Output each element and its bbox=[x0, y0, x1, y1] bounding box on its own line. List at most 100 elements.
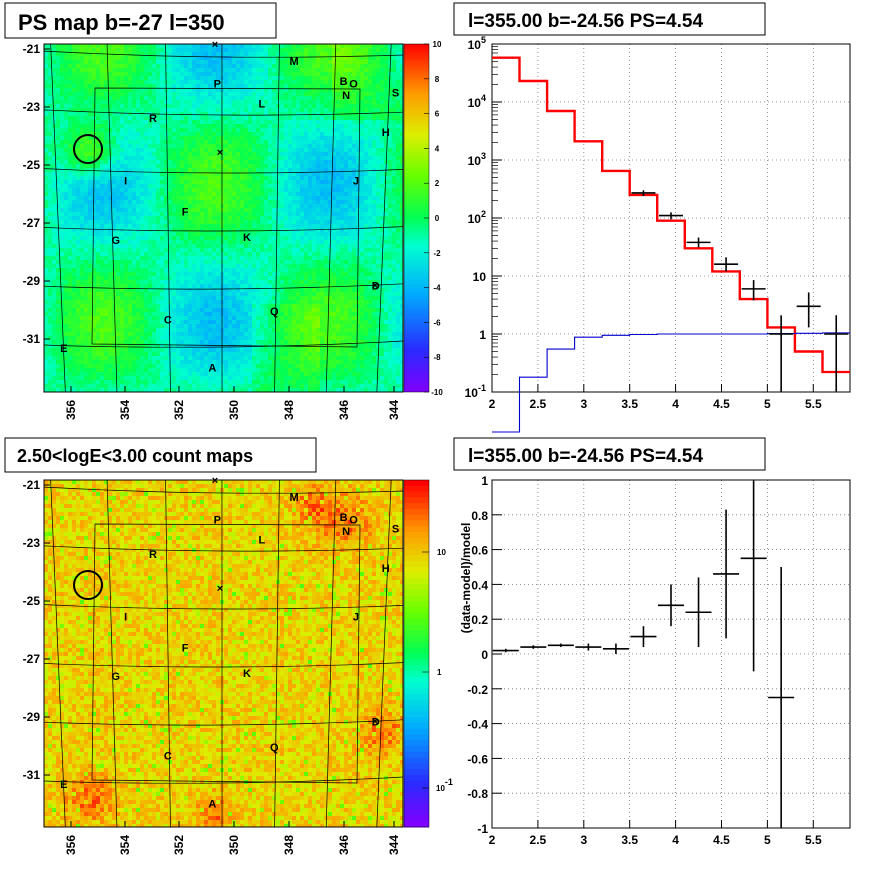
heatmap-cell bbox=[380, 128, 384, 132]
heatmap-cell bbox=[104, 144, 108, 148]
heatmap-cell bbox=[132, 180, 136, 184]
heatmap-cell bbox=[348, 92, 352, 96]
heatmap-cell bbox=[368, 168, 372, 172]
heatmap-cell bbox=[148, 208, 152, 212]
heatmap-cell bbox=[68, 200, 72, 204]
heatmap-cell bbox=[120, 220, 124, 224]
heatmap-cell bbox=[88, 88, 92, 92]
heatmap-cell bbox=[136, 92, 140, 96]
heatmap-cell bbox=[184, 196, 188, 200]
heatmap-cell bbox=[304, 252, 308, 256]
heatmap-cell bbox=[380, 52, 384, 56]
heatmap-cell bbox=[324, 212, 328, 216]
heatmap-cell bbox=[232, 100, 236, 104]
heatmap-cell bbox=[384, 84, 388, 88]
heatmap-cell bbox=[136, 132, 140, 136]
heatmap-cell bbox=[140, 160, 144, 164]
heatmap-cell bbox=[300, 208, 304, 212]
heatmap-cell bbox=[192, 52, 196, 56]
heatmap-cell bbox=[372, 172, 376, 176]
heatmap-cell bbox=[208, 240, 212, 244]
heatmap-cell bbox=[204, 48, 208, 52]
heatmap-cell bbox=[316, 132, 320, 136]
heatmap-cell bbox=[96, 148, 100, 152]
heatmap-cell bbox=[236, 212, 240, 216]
heatmap-cell bbox=[364, 64, 368, 68]
heatmap-cell bbox=[92, 60, 96, 64]
heatmap-cell bbox=[216, 236, 220, 240]
heatmap-cell bbox=[52, 72, 56, 76]
heatmap-cell bbox=[372, 208, 376, 212]
heatmap-cell bbox=[132, 152, 136, 156]
heatmap-cell bbox=[384, 52, 388, 56]
heatmap-cell bbox=[112, 224, 116, 228]
heatmap-cell bbox=[196, 92, 200, 96]
heatmap-cell bbox=[288, 76, 292, 80]
heatmap-cell bbox=[44, 112, 48, 116]
heatmap-cell bbox=[272, 48, 276, 52]
heatmap-cell bbox=[224, 140, 228, 144]
heatmap-cell bbox=[256, 76, 260, 80]
heatmap-cell bbox=[304, 96, 308, 100]
heatmap-cell bbox=[140, 132, 144, 136]
heatmap-cell bbox=[136, 188, 140, 192]
heatmap-cell bbox=[204, 96, 208, 100]
heatmap-cell bbox=[356, 144, 360, 148]
heatmap-cell bbox=[240, 192, 244, 196]
heatmap-cell bbox=[144, 100, 148, 104]
heatmap-cell bbox=[312, 56, 316, 60]
heatmap-cell bbox=[320, 184, 324, 188]
heatmap-cell bbox=[380, 80, 384, 84]
heatmap-cell bbox=[296, 84, 300, 88]
heatmap-cell bbox=[264, 80, 268, 84]
heatmap-cell bbox=[344, 128, 348, 132]
heatmap-cell bbox=[148, 96, 152, 100]
heatmap-cell bbox=[260, 164, 264, 168]
heatmap-cell bbox=[324, 136, 328, 140]
heatmap-cell bbox=[268, 232, 272, 236]
heatmap-cell bbox=[124, 88, 128, 92]
heatmap-cell bbox=[184, 84, 188, 88]
heatmap-cell bbox=[336, 212, 340, 216]
heatmap-cell bbox=[144, 44, 148, 48]
heatmap-cell bbox=[284, 256, 288, 260]
heatmap-cell bbox=[44, 188, 48, 192]
heatmap-cell bbox=[240, 172, 244, 176]
heatmap-cell bbox=[196, 224, 200, 228]
heatmap-cell bbox=[236, 256, 240, 260]
heatmap-cell bbox=[276, 244, 280, 248]
heatmap-cell bbox=[132, 188, 136, 192]
heatmap-cell bbox=[384, 260, 388, 264]
heatmap-cell bbox=[340, 100, 344, 104]
heatmap-cell bbox=[256, 196, 260, 200]
heatmap-cell bbox=[256, 72, 260, 76]
heatmap-cell bbox=[96, 248, 100, 252]
heatmap-cell bbox=[264, 240, 268, 244]
heatmap-cell bbox=[240, 144, 244, 148]
heatmap-cell bbox=[304, 144, 308, 148]
heatmap-cell bbox=[92, 260, 96, 264]
heatmap-cell bbox=[96, 212, 100, 216]
heatmap-cell bbox=[280, 80, 284, 84]
heatmap-cell bbox=[248, 128, 252, 132]
heatmap-cell bbox=[180, 248, 184, 252]
heatmap-cell bbox=[352, 132, 356, 136]
heatmap-cell bbox=[68, 52, 72, 56]
heatmap-cell bbox=[196, 188, 200, 192]
heatmap-cell bbox=[128, 152, 132, 156]
heatmap-cell bbox=[116, 192, 120, 196]
heatmap-cell bbox=[376, 236, 380, 240]
heatmap-cell bbox=[380, 256, 384, 260]
heatmap-cell bbox=[196, 220, 200, 224]
heatmap-cell bbox=[120, 60, 124, 64]
heatmap-cell bbox=[252, 236, 256, 240]
heatmap-cell bbox=[204, 76, 208, 80]
heatmap-cell bbox=[272, 244, 276, 248]
heatmap-cell bbox=[264, 260, 268, 264]
heatmap-cell bbox=[152, 196, 156, 200]
heatmap-cell bbox=[152, 232, 156, 236]
heatmap-cell bbox=[84, 220, 88, 224]
heatmap-cell bbox=[384, 120, 388, 124]
heatmap-cell bbox=[348, 204, 352, 208]
heatmap-cell bbox=[284, 164, 288, 168]
